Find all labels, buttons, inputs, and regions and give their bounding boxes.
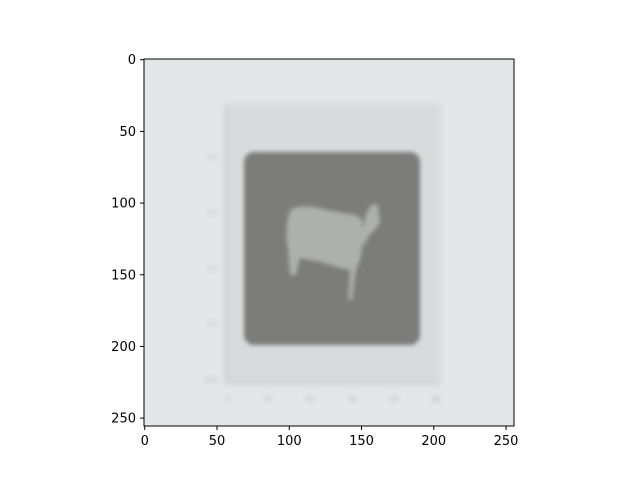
x-tick-label: 50 <box>209 434 226 449</box>
axes-frame <box>143 58 515 427</box>
inner-tick-mark <box>204 378 218 381</box>
x-tick-label: 150 <box>349 434 374 449</box>
y-axis: 0 50 100 150 200 250 <box>111 53 144 427</box>
x-axis: 0 50 100 150 200 250 <box>141 426 519 449</box>
y-tick-label: 100 <box>111 197 136 212</box>
x-tick-label: 0 <box>141 434 149 449</box>
inner-tick-mark <box>432 396 440 401</box>
inner-tick-mark <box>265 396 271 401</box>
y-tick-label: 150 <box>111 268 136 283</box>
inner-tick-mark <box>208 267 218 270</box>
inner-tick-mark <box>350 396 356 401</box>
y-tick-label: 200 <box>111 340 136 355</box>
y-tick-label: 50 <box>119 125 136 140</box>
x-tick-label: 200 <box>421 434 446 449</box>
y-tick-label: 0 <box>128 53 136 68</box>
image-area <box>144 59 514 426</box>
cow-silhouette-icon <box>286 204 380 300</box>
inner-tick-mark <box>208 211 218 214</box>
inner-tick-mark <box>226 396 230 401</box>
x-tick-label: 100 <box>277 434 302 449</box>
inner-tick-mark <box>307 396 313 401</box>
inner-tick-mark <box>391 396 397 401</box>
inner-tick-mark <box>208 156 218 159</box>
x-tick-label: 250 <box>494 434 519 449</box>
inner-tick-mark <box>208 322 218 325</box>
y-tick-label: 250 <box>111 412 136 427</box>
